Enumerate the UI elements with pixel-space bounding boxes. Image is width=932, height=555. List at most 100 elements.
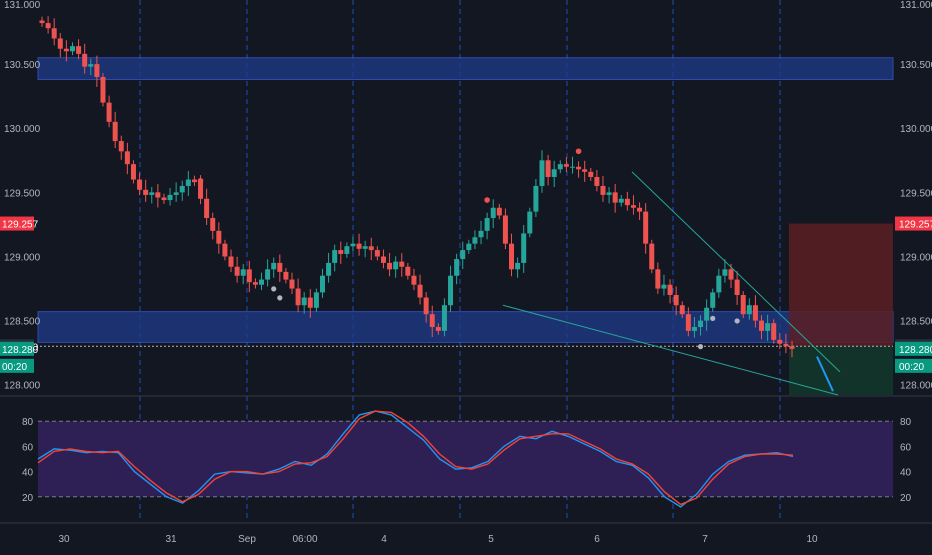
price-tick-label: 131.000 [900, 0, 932, 11]
candle-body [198, 182, 204, 199]
price-tick-label: 130.500 [900, 60, 932, 71]
candle-body [435, 327, 441, 331]
price-tick-label: 128.500 [900, 317, 932, 328]
candle-body [716, 275, 722, 293]
price-zones [0, 57, 894, 395]
candle-body [319, 275, 325, 293]
candle-body [685, 314, 691, 331]
candle-body [612, 192, 618, 203]
candle-body [271, 262, 277, 270]
candle-body [490, 207, 496, 219]
projection-arrow [816, 356, 834, 392]
candle-body [649, 243, 655, 270]
candle-body [515, 262, 521, 270]
candle-body [69, 46, 75, 52]
stoch-tick-label-left: 20 [22, 493, 34, 504]
candle-body [600, 185, 606, 195]
candle-body [429, 314, 435, 328]
candle-body [533, 185, 539, 212]
candle-body [624, 198, 630, 206]
stoch-tick-label-right: 60 [900, 442, 912, 453]
candle-body [466, 243, 472, 251]
candle-body [777, 339, 783, 344]
signal-dot-red [575, 148, 582, 155]
stoch-tick-label-left: 60 [22, 442, 34, 453]
candle-body [569, 166, 575, 168]
stop-loss-zone [789, 223, 893, 347]
price-marker-left-text: 128.280 [2, 345, 39, 356]
candle-body [45, 23, 51, 29]
candle-body [167, 194, 173, 201]
candle-body [76, 46, 82, 54]
signal-dot-gray [277, 295, 283, 301]
candle-body [698, 320, 704, 328]
candle-body [752, 305, 758, 321]
candle-body [704, 307, 710, 321]
price-tick-label: 130.000 [900, 124, 932, 135]
candle-body [307, 297, 313, 308]
candle-body [673, 294, 679, 306]
candle-body [399, 261, 405, 267]
candle-body [606, 192, 612, 195]
stoch-tick-label-right: 80 [900, 417, 912, 428]
price-tick-label-left: 129.000 [4, 252, 41, 263]
time-tick-label: 6 [594, 534, 600, 545]
candle-body [594, 176, 600, 186]
candle-body [246, 269, 252, 283]
candle-body [185, 179, 191, 186]
candle-body [143, 189, 149, 195]
price-marker-left [0, 341, 34, 356]
candle-body [630, 205, 636, 208]
candle-body [112, 121, 118, 142]
candle-body [746, 305, 752, 315]
price-marker-right [895, 341, 932, 356]
candle-body [161, 197, 167, 201]
candle-body [313, 292, 319, 308]
stoch-tick-label-left: 40 [22, 468, 34, 479]
candle-body [765, 323, 771, 331]
candle-body [478, 230, 484, 238]
drawing-overlay [502, 171, 841, 396]
candle-body [234, 266, 240, 276]
time-tick-label: 5 [488, 534, 494, 545]
candle-body [259, 279, 265, 285]
candle-body [63, 48, 69, 52]
candle-body [356, 243, 362, 249]
signal-dot-gray [271, 286, 277, 292]
price-tick-label-left: 130.000 [4, 124, 41, 135]
candle-body [173, 192, 179, 195]
candle-body [655, 269, 661, 289]
candle-body [179, 185, 185, 193]
candle-body [527, 211, 533, 234]
candle-body [387, 262, 393, 270]
price-tick-label-left: 128.000 [4, 381, 41, 392]
candle-body [667, 284, 673, 295]
candle-body [679, 305, 685, 315]
candlestick-series [39, 16, 795, 358]
candle-body [94, 64, 100, 77]
candle-body [362, 246, 368, 249]
candle-body [411, 275, 417, 285]
stoch-band [38, 421, 893, 497]
candle-body [582, 169, 588, 172]
stoch-tick-label-left: 80 [22, 417, 34, 428]
candle-body [295, 288, 301, 306]
candle-body [82, 53, 88, 67]
candle-body [326, 262, 332, 276]
stoch-d-line [37, 410, 794, 506]
candle-body [191, 179, 197, 183]
price-tick-label: 129.000 [900, 252, 932, 263]
candle-body [252, 282, 258, 285]
candle-body [484, 218, 490, 231]
candle-body [289, 279, 295, 289]
candle-body [393, 261, 399, 270]
price-marker-left [0, 216, 34, 231]
candle-body [509, 243, 515, 270]
candle-body [521, 233, 527, 263]
candle-body [283, 271, 289, 280]
candle-body [39, 20, 45, 24]
candle-body [551, 169, 557, 177]
